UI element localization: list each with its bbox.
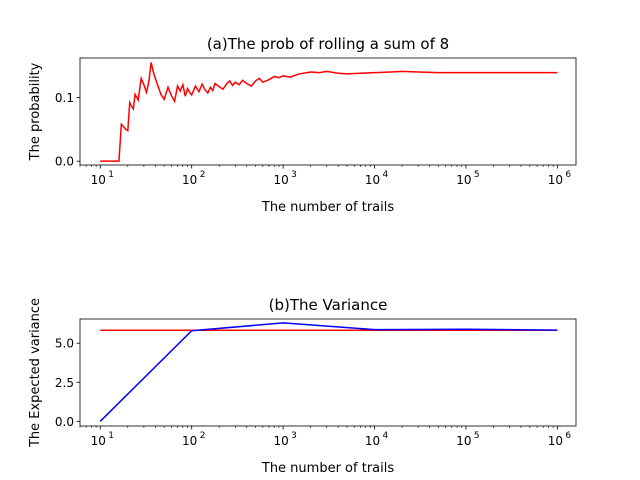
x-tick-label: 10 [456, 434, 471, 448]
x-tick-label: 10 [91, 173, 106, 187]
x-tick-label: 10 [182, 434, 197, 448]
chart-title: (a)The prob of rolling a sum of 8 [207, 35, 449, 53]
x-tick-exponent: 4 [383, 170, 389, 180]
x-tick-exponent: 6 [565, 431, 571, 441]
x-tick-label: 10 [365, 434, 380, 448]
x-tick-label: 10 [182, 173, 197, 187]
x-tick-exponent: 4 [383, 431, 389, 441]
x-axis-label: The number of trails [261, 200, 394, 215]
y-tick-label: 2.5 [55, 376, 74, 390]
x-tick-exponent: 2 [200, 170, 206, 180]
x-tick-label: 10 [456, 173, 471, 187]
x-tick-label: 10 [365, 173, 380, 187]
y-tick-label: 5.0 [55, 337, 74, 351]
x-tick-exponent: 5 [474, 170, 480, 180]
series-line-2 [99, 322, 558, 422]
x-tick-label: 10 [91, 434, 106, 448]
x-tick-label: 10 [273, 434, 288, 448]
axes-frame [79, 57, 577, 166]
axes-frame [79, 318, 577, 427]
x-tick-exponent: 2 [200, 431, 206, 441]
x-tick-exponent: 3 [291, 170, 297, 180]
y-axis-label: The Expected variance [28, 298, 43, 448]
chart-panel-2: 10 1 10 2 10 3 10 4 10 5 10 60.02.55.0(b)The Varian… [28, 296, 577, 476]
y-tick-label: 0.1 [55, 91, 74, 105]
series-line-1 [100, 62, 558, 162]
x-tick-exponent: 3 [291, 431, 297, 441]
chart-panel-1: 10 1 10 2 10 3 10 4 10 5 10 60.00.1(a)The prob of r… [28, 35, 577, 215]
x-tick-exponent: 6 [565, 170, 571, 180]
y-tick-label: 0.0 [55, 415, 74, 429]
x-tick-label: 10 [548, 434, 563, 448]
x-tick-label: 10 [548, 173, 563, 187]
y-tick-label: 0.0 [55, 155, 74, 169]
x-tick-exponent: 5 [474, 431, 480, 441]
y-axis-label: The probability [28, 62, 43, 161]
chart-title: (b)The Variance [269, 296, 388, 314]
x-axis-label: The number of trails [261, 461, 394, 476]
x-tick-exponent: 1 [108, 431, 114, 441]
x-tick-label: 10 [273, 173, 288, 187]
x-tick-exponent: 1 [108, 170, 114, 180]
